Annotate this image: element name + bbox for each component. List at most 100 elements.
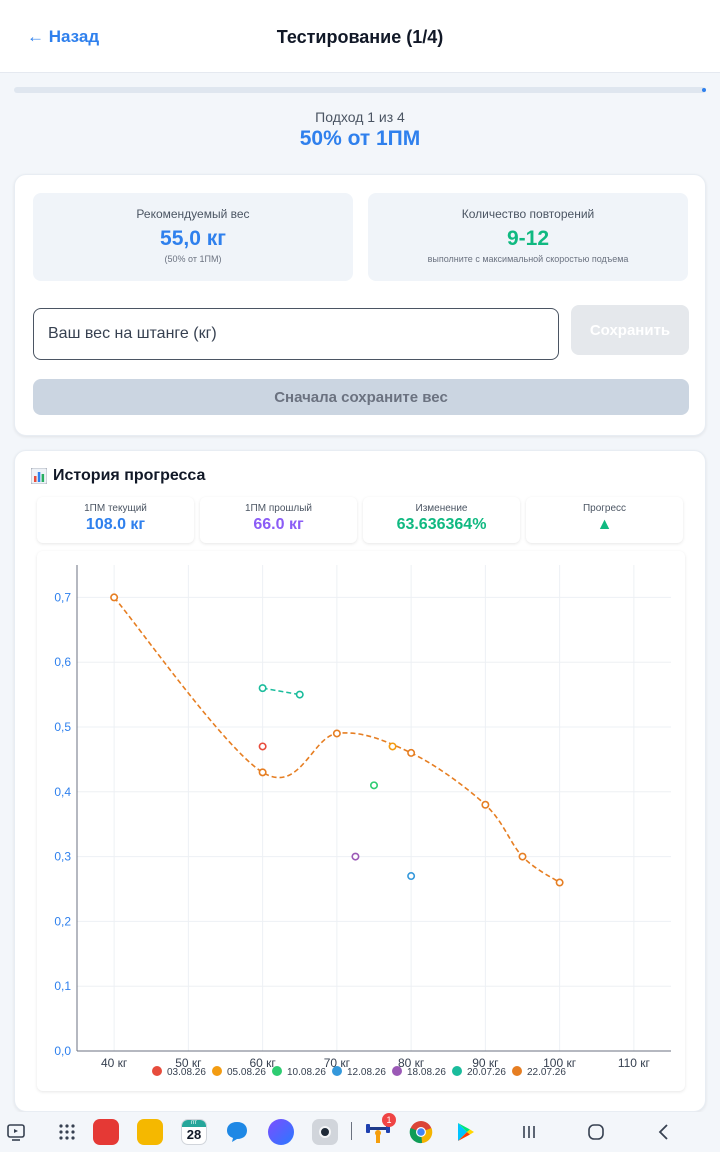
x-tick-label: 110 кг — [618, 1056, 651, 1070]
legend-marker — [332, 1066, 342, 1076]
legend-label: 22.07.26 — [527, 1067, 566, 1078]
recommended-weight-box: Рекомендуемый вес 55,0 кг (50% от 1ПМ) — [33, 193, 353, 281]
y-tick-label: 0,7 — [54, 590, 71, 604]
stat-value: 108.0 кг — [85, 516, 146, 533]
data-point — [258, 684, 267, 693]
series-line — [113, 596, 561, 884]
progress-indicator — [702, 88, 706, 92]
home-button[interactable] — [582, 1118, 610, 1146]
set-percent: 50% от 1ПМ — [299, 127, 421, 150]
save-button[interactable]: Сохранить — [571, 305, 689, 355]
save-weight-first-button[interactable]: Сначала сохраните вес — [33, 379, 689, 415]
y-tick-label: 0,3 — [54, 850, 71, 864]
legend-marker — [212, 1066, 222, 1076]
series-line — [262, 687, 300, 696]
screen-capture-icon[interactable] — [2, 1118, 30, 1146]
stat-value: 66.0 кг — [253, 516, 304, 533]
weight-input[interactable] — [33, 308, 559, 360]
data-point — [518, 852, 527, 861]
progress-chart: 0,0 0,1 0,2 0,3 0,4 0,5 0,6 0,7 40 кг 50 кг 60 кг 7… — [54, 565, 671, 1078]
history-title: История прогресса — [53, 467, 206, 484]
browser-app-icon[interactable] — [267, 1118, 295, 1146]
legend-label: 18.08.26 — [407, 1067, 446, 1078]
legend-marker — [512, 1066, 522, 1076]
top-bar: ← Назад Тестирование (1/4) — [0, 0, 720, 73]
stat-label: Прогресс — [582, 503, 627, 514]
recent-apps-button[interactable] — [515, 1118, 543, 1146]
recommended-weight-label: Рекомендуемый вес — [136, 207, 250, 221]
x-tick-label: 70 кг — [324, 1056, 351, 1070]
legend-label: 12.08.26 — [347, 1067, 386, 1078]
x-tick-label: 100 кг — [543, 1056, 577, 1070]
legend-label: 20.07.26 — [467, 1067, 506, 1078]
set-label: Подход 1 из 4 — [315, 109, 405, 125]
reps-value: 9-12 — [506, 227, 550, 250]
stat-progress: Прогресс ▲ — [526, 497, 683, 543]
stat-label: 1ПМ прошлый — [244, 503, 313, 514]
x-tick-label: 40 кг — [101, 1056, 128, 1070]
data-point — [110, 593, 119, 602]
legend-label: 05.08.26 — [227, 1067, 266, 1078]
y-tick-label: 0,0 — [54, 1044, 71, 1058]
history-header: История прогресса — [30, 467, 206, 485]
notes-app-icon[interactable] — [92, 1118, 120, 1146]
data-point — [332, 729, 341, 738]
recommended-weight-sub: (50% от 1ПМ) — [164, 254, 222, 264]
reps-label: Количество повторений — [461, 207, 595, 221]
stat-label: Изменение — [415, 503, 468, 514]
legend-marker — [272, 1066, 282, 1076]
x-tick-label: 50 кг — [175, 1056, 202, 1070]
x-tick-label: 80 кг — [398, 1056, 425, 1070]
apps-grid-icon[interactable] — [53, 1118, 81, 1146]
reps-box: Количество повторений 9-12 выполните с м… — [368, 193, 688, 281]
stat-label: 1ПМ текущий — [84, 503, 147, 514]
reps-sub: выполните с максимальной скоростью подъе… — [427, 254, 629, 264]
y-tick-label: 0,6 — [54, 655, 71, 669]
messages-app-icon[interactable] — [223, 1118, 251, 1146]
set-card: Рекомендуемый вес 55,0 кг (50% от 1ПМ) К… — [14, 174, 706, 436]
progress-up-icon: ▲ — [596, 516, 613, 533]
play-store-icon[interactable] — [451, 1118, 479, 1146]
y-tick-label: 0,2 — [54, 914, 71, 928]
legend-marker — [392, 1066, 402, 1076]
stat-value: 63.636364% — [396, 516, 487, 533]
system-nav-bar: пт 28 1 — [0, 1112, 720, 1152]
back-button[interactable]: ← Назад — [27, 27, 100, 46]
legend-label: 10.08.26 — [287, 1067, 326, 1078]
calendar-weekday: пт — [182, 1120, 206, 1127]
data-point — [258, 768, 267, 777]
progress-chart-container: 0,0 0,1 0,2 0,3 0,4 0,5 0,6 0,7 40 кг 50 кг 60 кг 7… — [37, 551, 685, 1091]
data-point — [407, 748, 416, 757]
legend-label: 03.08.26 — [167, 1067, 206, 1078]
recommended-weight-value: 55,0 кг — [160, 227, 226, 250]
calendar-app-icon[interactable]: пт 28 — [180, 1118, 208, 1146]
history-card: История прогресса 1ПМ текущий 108.0 кг 1… — [14, 450, 706, 1112]
nav-divider — [351, 1122, 352, 1140]
data-point — [295, 690, 304, 699]
back-nav-button[interactable] — [650, 1118, 678, 1146]
data-point — [481, 800, 490, 809]
notification-badge: 1 — [382, 1113, 396, 1127]
y-tick-label: 0,1 — [54, 979, 71, 993]
x-tick-label: 60 кг — [249, 1056, 276, 1070]
data-point — [407, 872, 416, 881]
stat-change: Изменение 63.636364% — [363, 497, 520, 543]
x-tick-label: 90 кг — [472, 1056, 499, 1070]
fitness-app-icon[interactable]: 1 — [364, 1113, 396, 1146]
stat-previous-1rm: 1ПМ прошлый 66.0 кг — [200, 497, 357, 543]
chrome-app-icon[interactable] — [407, 1118, 435, 1146]
legend-marker — [452, 1066, 462, 1076]
y-tick-label: 0,5 — [54, 720, 71, 734]
data-point — [369, 781, 378, 790]
test-progress-bar — [14, 87, 706, 93]
y-tick-label: 0,4 — [54, 785, 71, 799]
data-point — [555, 878, 564, 887]
camera-app-icon[interactable] — [311, 1118, 339, 1146]
data-point — [351, 852, 360, 861]
page-title: Тестирование (1/4) — [276, 27, 444, 47]
data-point — [388, 742, 397, 751]
files-app-icon[interactable] — [136, 1118, 164, 1146]
legend-marker — [152, 1066, 162, 1076]
stat-current-1rm: 1ПМ текущий 108.0 кг — [37, 497, 194, 543]
calendar-day: 28 — [186, 1127, 202, 1142]
